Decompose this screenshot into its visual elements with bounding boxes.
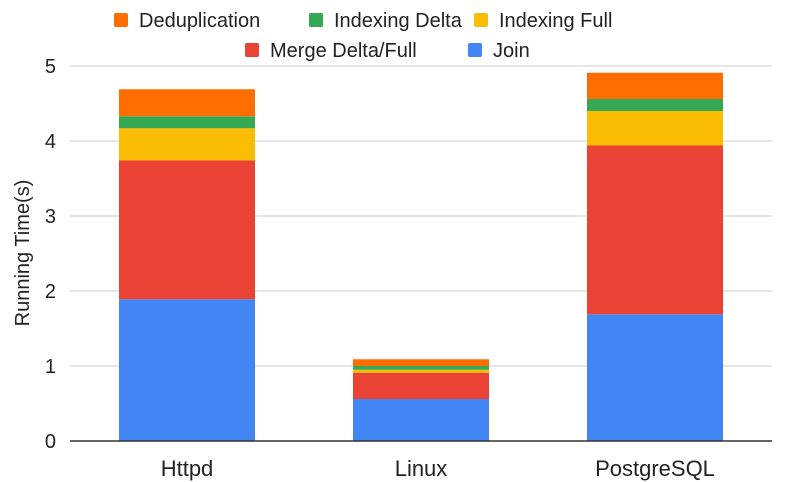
- y-tick-label: 1: [45, 356, 56, 378]
- y-tick-label: 3: [45, 206, 56, 228]
- y-tick-label: 2: [45, 281, 56, 303]
- y-tick-label: 5: [45, 56, 56, 78]
- legend-label: Join: [493, 40, 530, 62]
- legend-label: Deduplication: [139, 10, 260, 32]
- bar-indexing-full-linux[interactable]: [353, 369, 489, 373]
- bar-deduplication-postgresql[interactable]: [587, 72, 723, 99]
- bar-deduplication-linux[interactable]: [353, 359, 489, 366]
- bar-indexing-full-httpd[interactable]: [119, 128, 255, 161]
- legend-label: Merge Delta/Full: [270, 40, 417, 62]
- legend-swatch: [468, 43, 482, 57]
- x-tick-label: Linux: [395, 456, 448, 481]
- bar-merge-delta-full-httpd[interactable]: [119, 160, 255, 300]
- legend-label: Indexing Delta: [334, 10, 463, 32]
- bar-join-linux[interactable]: [353, 399, 489, 441]
- bar-join-httpd[interactable]: [119, 299, 255, 441]
- legend-swatch: [474, 13, 488, 27]
- bar-deduplication-httpd[interactable]: [119, 89, 255, 117]
- bar-indexing-delta-linux[interactable]: [353, 366, 489, 370]
- x-tick-label: PostgreSQL: [595, 456, 715, 481]
- y-axis-label: Running Time(s): [12, 180, 34, 327]
- bar-merge-delta-full-linux[interactable]: [353, 372, 489, 399]
- x-tick-label: Httpd: [161, 456, 214, 481]
- bar-join-postgresql[interactable]: [587, 314, 723, 441]
- legend-label: Indexing Full: [499, 10, 612, 32]
- bar-indexing-delta-postgresql[interactable]: [587, 99, 723, 111]
- bar-merge-delta-full-postgresql[interactable]: [587, 145, 723, 315]
- bar-indexing-full-postgresql[interactable]: [587, 111, 723, 146]
- legend-swatch: [245, 43, 259, 57]
- y-tick-label: 4: [45, 131, 56, 153]
- legend-swatch: [309, 13, 323, 27]
- legend-swatch: [114, 13, 128, 27]
- bar-indexing-delta-httpd[interactable]: [119, 116, 255, 129]
- y-tick-label: 0: [45, 431, 56, 453]
